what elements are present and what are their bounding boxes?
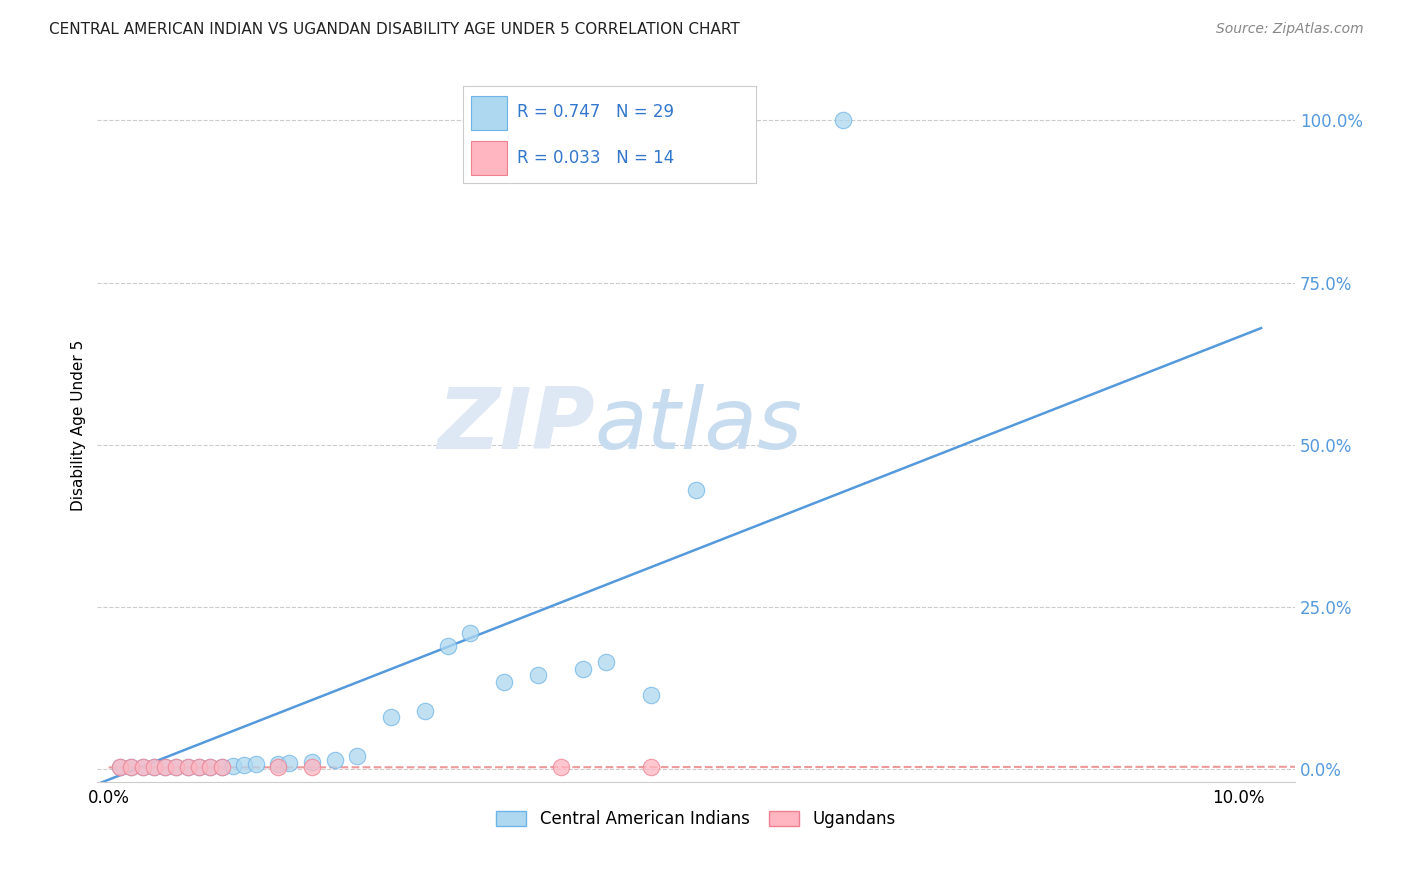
Point: [108, 760, 131, 774]
Text: CENTRAL AMERICAN INDIAN VS UGANDAN DISABILITY AGE UNDER 5 CORRELATION CHART: CENTRAL AMERICAN INDIAN VS UGANDAN DISAB…: [49, 22, 740, 37]
Point: [301, 760, 323, 774]
Text: ZIP: ZIP: [437, 384, 595, 467]
Point: [165, 760, 187, 774]
Point: [142, 760, 165, 774]
Legend: Central American Indians, Ugandans: Central American Indians, Ugandans: [489, 804, 903, 835]
Point: [188, 760, 211, 774]
Point: [177, 760, 200, 774]
Point: [165, 760, 187, 774]
Point: [142, 760, 165, 774]
Point: [153, 760, 176, 774]
Point: [222, 759, 245, 773]
Point: [301, 755, 323, 769]
Point: [200, 760, 222, 774]
Point: [527, 668, 550, 682]
Point: [685, 483, 707, 498]
Point: [131, 760, 153, 774]
Point: [267, 756, 290, 771]
Point: [233, 758, 256, 772]
Point: [640, 760, 662, 774]
Text: atlas: atlas: [595, 384, 803, 467]
Point: [323, 753, 346, 767]
Point: [211, 760, 233, 774]
Point: [131, 760, 153, 774]
Point: [436, 639, 458, 653]
Point: [120, 760, 142, 774]
Point: [832, 113, 855, 128]
Point: [550, 760, 572, 774]
Point: [188, 760, 211, 774]
Point: [153, 760, 176, 774]
Y-axis label: Disability Age Under 5: Disability Age Under 5: [72, 340, 86, 511]
Point: [267, 760, 290, 774]
Point: [346, 749, 368, 764]
Point: [278, 756, 301, 770]
Point: [494, 674, 516, 689]
Point: [595, 655, 617, 669]
Point: [380, 710, 402, 724]
Text: Source: ZipAtlas.com: Source: ZipAtlas.com: [1216, 22, 1364, 37]
Point: [640, 688, 662, 702]
Point: [572, 662, 595, 676]
Point: [177, 760, 200, 774]
Point: [120, 760, 142, 774]
Point: [458, 626, 481, 640]
Point: [108, 760, 131, 774]
Point: [245, 757, 267, 772]
Point: [211, 760, 233, 774]
Point: [413, 704, 436, 718]
Point: [200, 760, 222, 774]
